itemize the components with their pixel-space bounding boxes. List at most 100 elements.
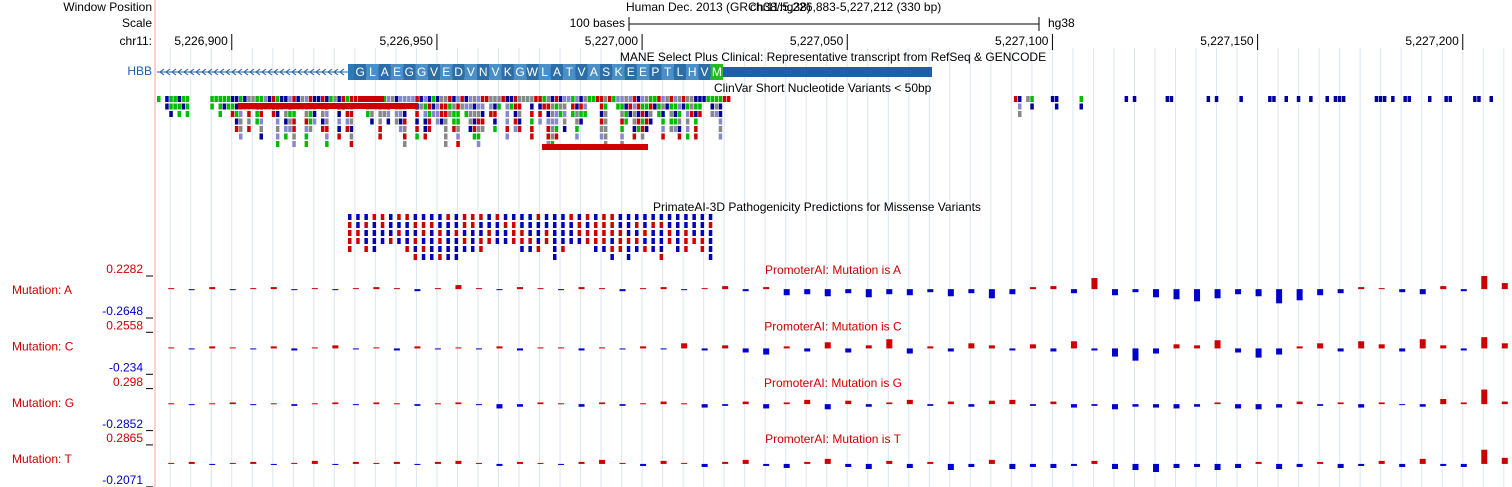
clinvar-variant (214, 96, 218, 102)
primateai-variant (446, 254, 450, 260)
clinvar-variant (230, 103, 235, 110)
clinvar-variant (1214, 96, 1219, 102)
clinvar-variant (677, 133, 682, 140)
clinvar-variant (472, 118, 477, 125)
score-bar (1050, 286, 1057, 290)
score-bar (1235, 463, 1242, 468)
primateai-variant (659, 238, 664, 244)
clinvar-variant (558, 103, 563, 110)
amino-acid: L (677, 65, 684, 79)
clinvar-variant (255, 118, 259, 125)
track-title: PromoterAI: Mutation is T (765, 432, 901, 446)
clinvar-variant (464, 103, 468, 110)
primateai-variant (430, 214, 434, 220)
primateai-variant (708, 246, 713, 252)
codon (710, 64, 723, 80)
score-bar (865, 463, 872, 469)
clinvar-long-variant (358, 96, 384, 102)
primateai-variant (692, 214, 696, 220)
score-bar (701, 463, 708, 467)
clinvar-variant (415, 133, 419, 140)
clinvar-variant (1382, 96, 1387, 102)
score-bar (1153, 404, 1160, 408)
ruler-tick-label: 5,227,200 (1405, 34, 1459, 48)
primateai-variant (708, 214, 713, 220)
clinvar-variant (431, 96, 436, 102)
clinvar-variant (681, 96, 686, 102)
score-bar (291, 289, 298, 291)
score-bar (1132, 289, 1139, 293)
primateai-variant (577, 214, 582, 220)
clinvar-variant (1448, 96, 1452, 102)
amino-acid: K (614, 65, 622, 79)
clinvar-variant (427, 103, 432, 110)
strand-arrow (231, 68, 237, 76)
clinvar-variant (382, 111, 386, 117)
primateai-variant (626, 230, 631, 236)
gene-label[interactable]: HBB (127, 64, 152, 78)
score-bar (1029, 287, 1036, 290)
clinvar-variant (349, 111, 354, 117)
clinvar-variant (714, 96, 719, 102)
clinvar-variant (579, 103, 583, 110)
clinvar-variant (444, 133, 448, 140)
primateai-variant (421, 222, 426, 228)
codon (526, 64, 539, 80)
clinvar-variant (321, 126, 325, 132)
clinvar-variant (583, 111, 587, 117)
clinvar-variant (292, 118, 296, 125)
strand-arrow (195, 68, 201, 76)
clinvar-variant (1079, 96, 1083, 102)
score-bar (824, 404, 831, 410)
clinvar-variant (718, 111, 723, 117)
score-bar (1111, 463, 1118, 469)
score-bar (845, 463, 852, 467)
clinvar-variant (632, 126, 637, 132)
clinvar-variant (341, 96, 345, 102)
clinvar-variant (546, 96, 550, 102)
clinvar-variant (698, 103, 702, 110)
primateai-variant (503, 238, 508, 244)
clinvar-variant (505, 126, 509, 132)
score-bar (209, 287, 216, 290)
score-bar (332, 345, 339, 349)
primateai-variant (676, 246, 680, 252)
score-bar (722, 404, 729, 406)
score-bar (599, 402, 606, 405)
score-bar (968, 343, 975, 349)
clinvar-variant (640, 133, 645, 140)
clinvar-long-variant (238, 103, 418, 109)
score-bar (1419, 339, 1426, 349)
score-bar (1111, 404, 1118, 410)
score-bar (1378, 288, 1385, 290)
clinvar-variant (185, 96, 190, 102)
strand-arrow (273, 68, 279, 76)
clinvar-variant (677, 96, 682, 102)
clinvar-variant (173, 96, 177, 102)
score-bar (681, 403, 688, 405)
clinvar-variant (1272, 96, 1276, 102)
primateai-variant (618, 230, 623, 236)
clinvar-variant (476, 96, 481, 102)
clinvar-variant (460, 103, 464, 110)
score-bar (1214, 463, 1221, 470)
primateai-variant (520, 230, 524, 236)
clinvar-variant (530, 111, 534, 117)
clinvar-variant (517, 103, 522, 110)
clinvar-variant (562, 118, 567, 125)
primateai-variant (405, 222, 409, 228)
primateai-variant (569, 230, 573, 236)
amino-acid: P (651, 65, 659, 79)
clinvar-variant (312, 111, 317, 117)
clinvar-variant (714, 103, 719, 110)
score-bar (537, 347, 544, 349)
primateai-variant (479, 214, 483, 220)
y-tick-label: -0.2852 (102, 417, 143, 431)
primateai-variant (372, 222, 377, 228)
clinvar-variant (620, 118, 624, 125)
score-bar (1419, 404, 1426, 407)
primateai-variant (643, 238, 647, 244)
primateai-variant (659, 222, 664, 228)
clinvar-variant (493, 111, 497, 117)
score-bar (599, 459, 606, 464)
